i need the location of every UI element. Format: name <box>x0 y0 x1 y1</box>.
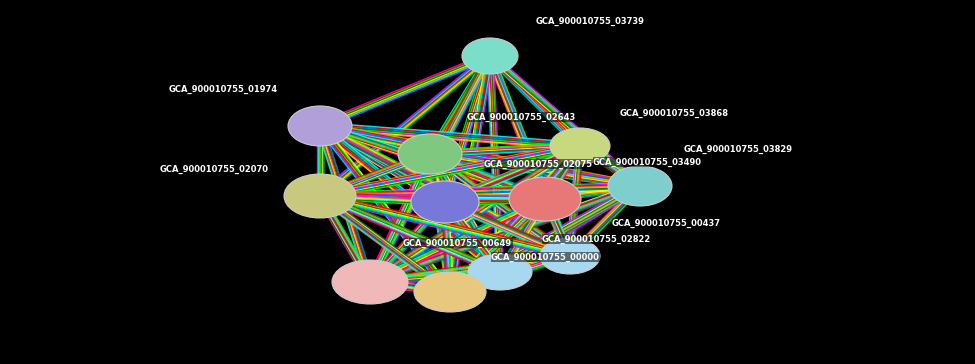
Ellipse shape <box>540 238 600 274</box>
Text: GCA_900010755_02822: GCA_900010755_02822 <box>542 235 651 244</box>
Text: GCA_900010755_03490: GCA_900010755_03490 <box>593 158 702 167</box>
Ellipse shape <box>398 134 462 174</box>
Ellipse shape <box>608 166 672 206</box>
Text: GCA_900010755_03868: GCA_900010755_03868 <box>620 109 729 118</box>
Text: GCA_900010755_00437: GCA_900010755_00437 <box>612 219 721 228</box>
Text: GCA_900010755_02075: GCA_900010755_02075 <box>484 160 593 169</box>
Ellipse shape <box>332 260 408 304</box>
Text: GCA_900010755_02070: GCA_900010755_02070 <box>160 165 269 174</box>
Text: GCA_900010755_00000: GCA_900010755_00000 <box>491 253 600 262</box>
Ellipse shape <box>414 272 486 312</box>
Text: GCA_900010755_03829: GCA_900010755_03829 <box>684 145 793 154</box>
Ellipse shape <box>550 128 610 164</box>
Text: GCA_900010755_03739: GCA_900010755_03739 <box>536 17 644 26</box>
Ellipse shape <box>468 254 532 290</box>
Ellipse shape <box>462 38 518 74</box>
Ellipse shape <box>284 174 356 218</box>
Ellipse shape <box>288 106 352 146</box>
Ellipse shape <box>411 181 479 223</box>
Text: GCA_900010755_01974: GCA_900010755_01974 <box>169 85 278 94</box>
Text: GCA_900010755_00649: GCA_900010755_00649 <box>403 239 512 248</box>
Text: GCA_900010755_02643: GCA_900010755_02643 <box>467 113 576 122</box>
Ellipse shape <box>509 177 581 221</box>
